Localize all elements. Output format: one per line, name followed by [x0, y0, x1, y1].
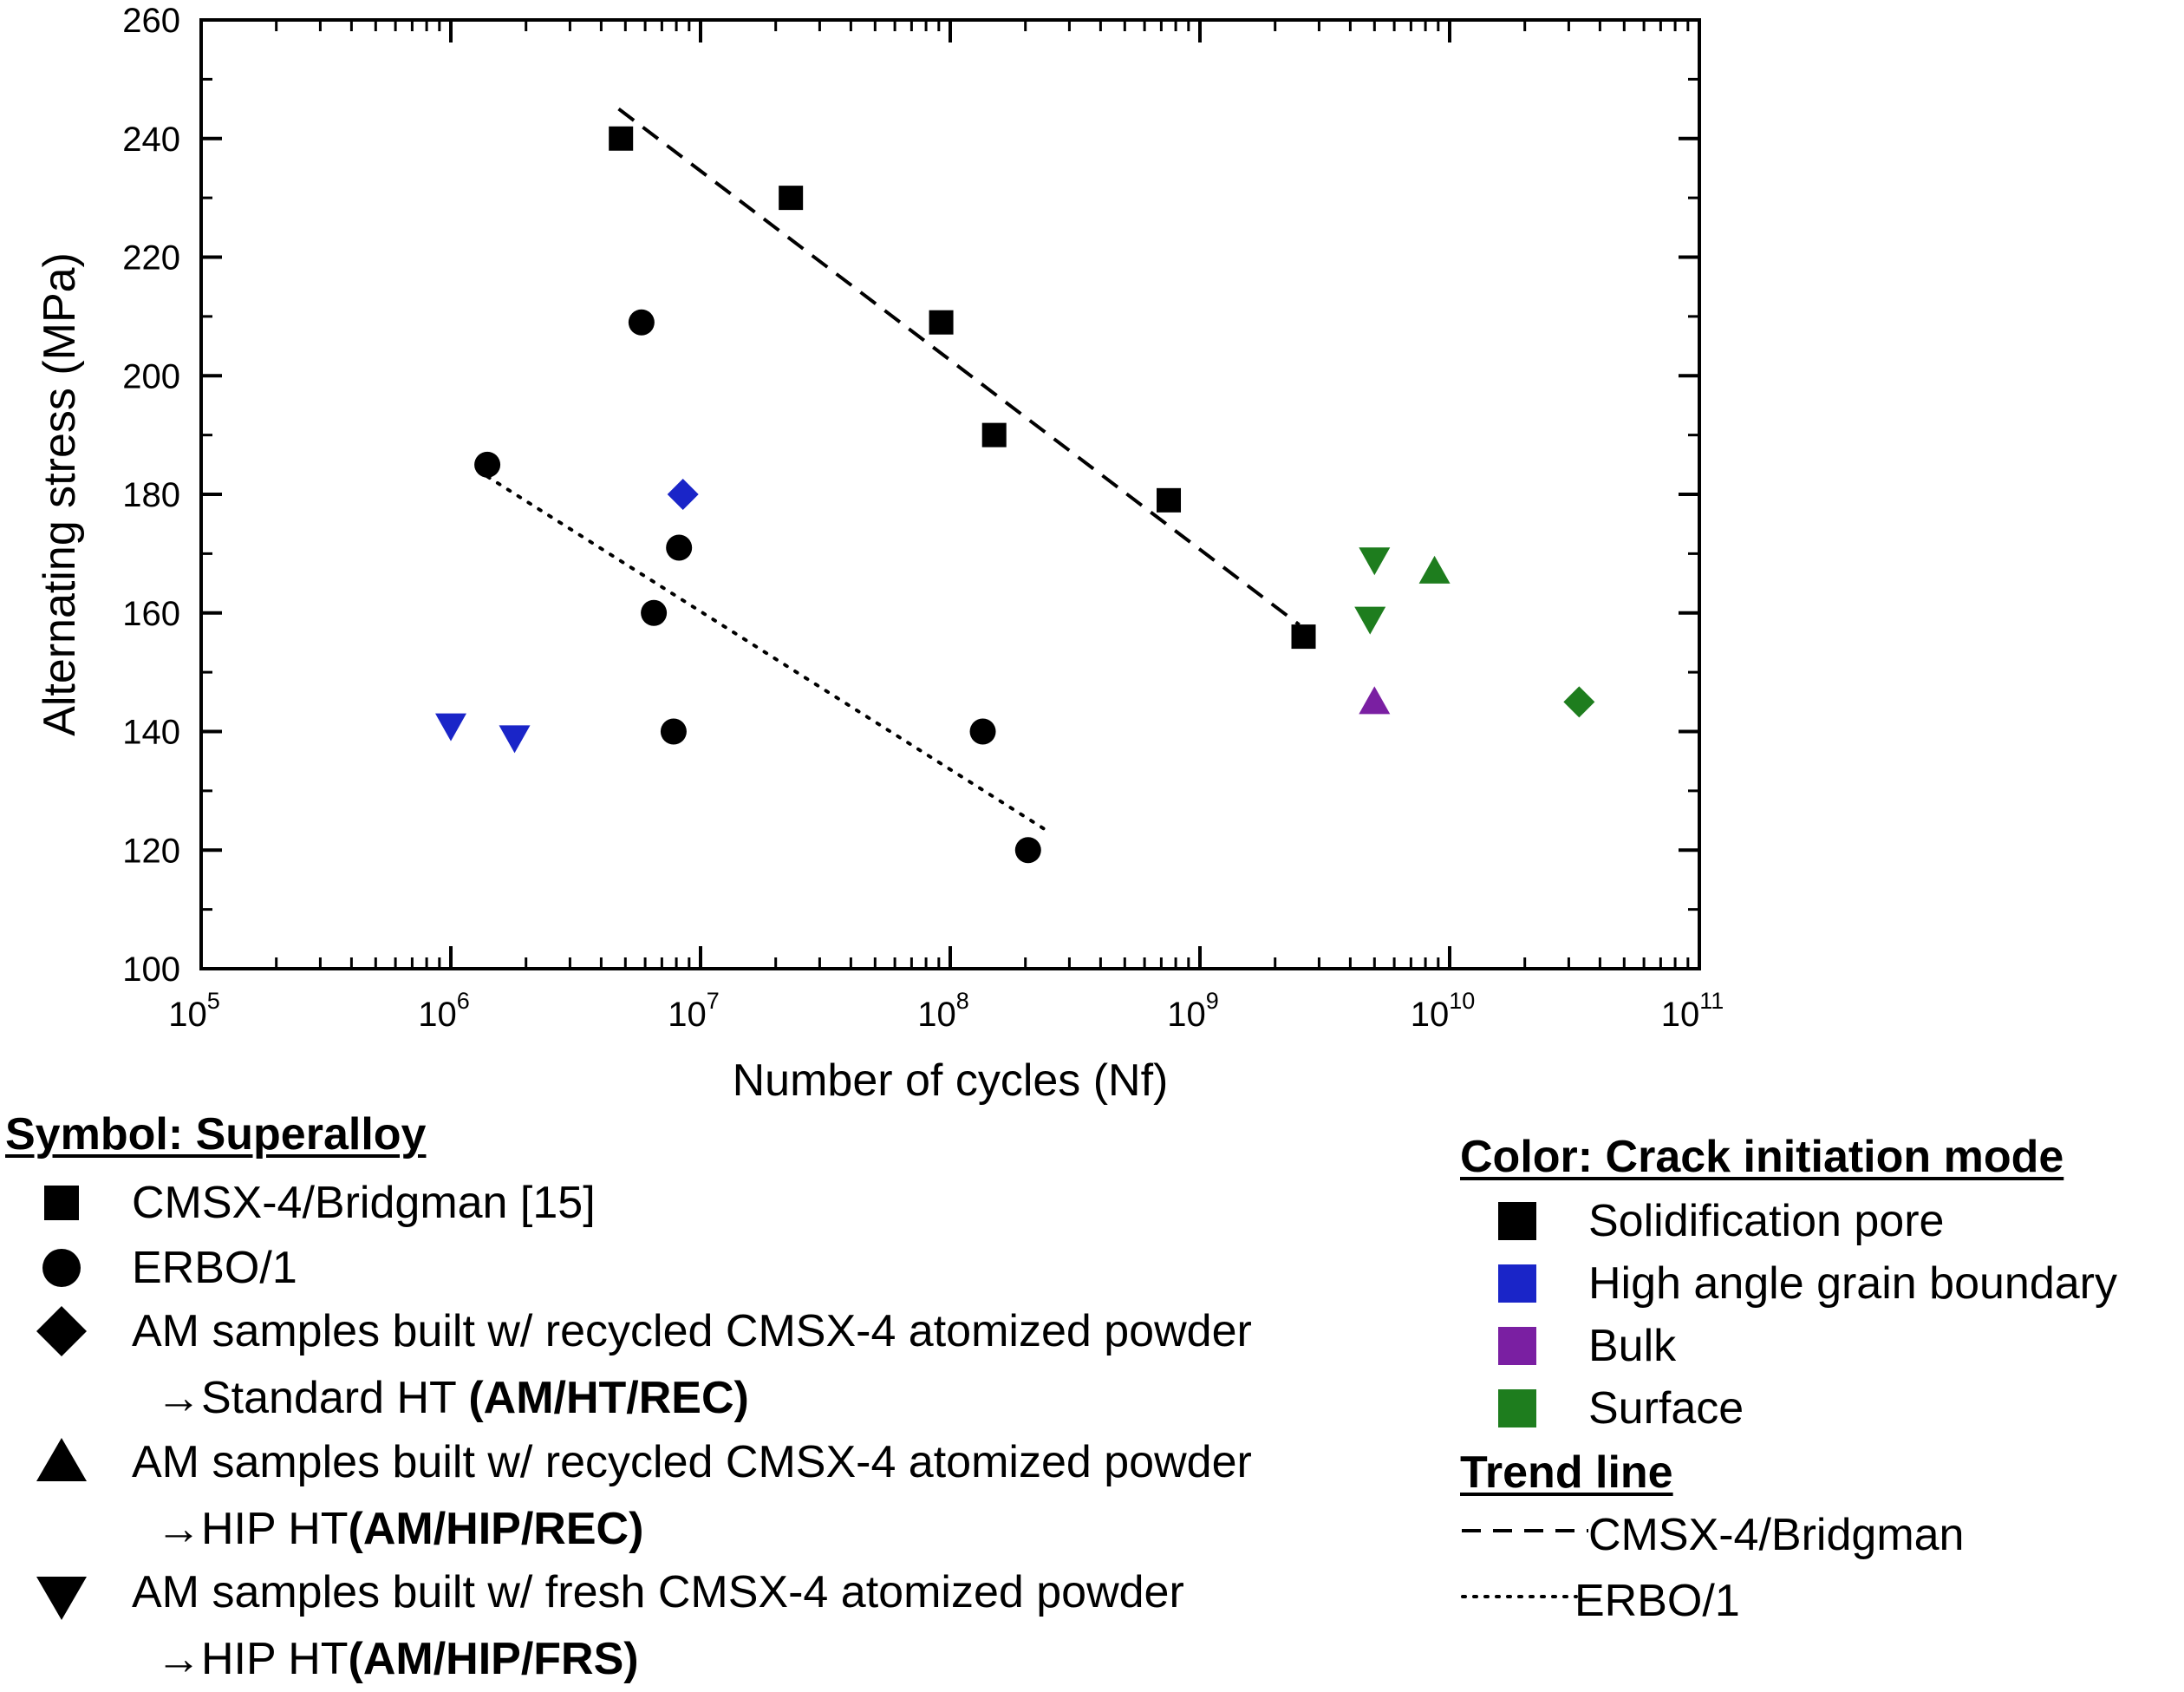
legend-sub-prefix: →HIP HT: [156, 1634, 349, 1684]
legend-item-am-hip-rec-sub: →HIP HT(AM/HIP/REC): [156, 1503, 643, 1555]
y-tick-label: 180: [122, 476, 180, 514]
y-tick-label: 240: [122, 121, 180, 159]
y-tick-label: 160: [122, 595, 180, 633]
triangle-down-icon: [36, 1577, 87, 1620]
circle-icon: [42, 1249, 81, 1287]
data-point-circle: [666, 534, 693, 561]
symbol-legend-heading: Symbol: Superalloy: [5, 1109, 427, 1160]
square-icon: [44, 1186, 79, 1220]
data-point-diamond: [1563, 686, 1595, 718]
legend-item-am-hip-frs: AM samples built w/ fresh CMSX-4 atomize…: [132, 1567, 1184, 1617]
y-tick-label: 100: [122, 951, 180, 989]
data-point-circle: [969, 718, 996, 745]
legend-item-trend-erbo1: ERBO/1: [1574, 1576, 1740, 1626]
x-tick-label: 108: [917, 988, 969, 1034]
x-tick-label: 107: [668, 988, 720, 1034]
data-point-triangle-up: [1418, 555, 1451, 584]
x-axis-title: Number of cycles (Nf): [733, 1055, 1169, 1106]
y-tick-label: 220: [122, 239, 180, 278]
x-tick-label: 1010: [1411, 988, 1476, 1034]
swatch-solidification-pore: [1498, 1202, 1536, 1240]
data-point-circle: [628, 309, 655, 336]
data-point-circle: [660, 718, 687, 745]
data-point-triangle-down: [499, 725, 531, 754]
data-point-square: [1157, 487, 1182, 513]
data-points: [435, 126, 1595, 864]
color-legend-heading: Color: Crack initiation mode: [1460, 1132, 2064, 1182]
trend-line-dotted: [486, 474, 1052, 834]
legend-item-trend-cmsx4: CMSX-4/Bridgman: [1588, 1510, 1965, 1560]
data-point-triangle-down: [1359, 547, 1391, 576]
y-tick-label: 200: [122, 357, 180, 395]
legend-item-high-angle-grain-boundary: High angle grain boundary: [1588, 1258, 2117, 1309]
legend-sub-code: (AM/HIP/FRS): [348, 1634, 639, 1684]
legend-sub-code: (AM/HIP/REC): [348, 1504, 644, 1554]
data-point-square: [929, 310, 954, 335]
data-point-triangle-down: [435, 713, 466, 741]
legend-item-am-hip-frs-sub: →HIP HT(AM/HIP/FRS): [156, 1633, 639, 1685]
trend-legend-heading: Trend line: [1460, 1447, 1673, 1498]
fatigue-scatter-chart: 100 120 140 160 180 200 220 240 260 105 106 107 108 1…: [35, 2, 1724, 1106]
data-point-square: [1291, 624, 1316, 650]
data-point-square: [609, 126, 634, 151]
dotted-line-icon: [1461, 1595, 1578, 1598]
legend-item-cmsx4: CMSX-4/Bridgman [15]: [132, 1178, 596, 1228]
legend-item-am-ht-rec: AM samples built w/ recycled CMSX-4 atom…: [132, 1306, 1252, 1356]
x-tick-label: 105: [168, 988, 220, 1034]
y-tick-label: 120: [122, 832, 180, 870]
data-point-circle: [641, 599, 668, 626]
legend-item-am-ht-rec-sub: →Standard HT (AM/HT/REC): [156, 1372, 749, 1424]
plot-frame: [199, 18, 1701, 970]
legend-item-am-hip-rec: AM samples built w/ recycled CMSX-4 atom…: [132, 1437, 1252, 1487]
y-axis-title: Alternating stress (MPa): [35, 252, 85, 736]
legend-sub-prefix: →Standard HT: [156, 1373, 469, 1423]
legend-item-surface: Surface: [1588, 1383, 1744, 1434]
x-tick-label: 109: [1167, 988, 1219, 1034]
triangle-up-icon: [36, 1438, 87, 1481]
data-point-triangle-down: [1354, 606, 1386, 635]
x-tick-label: 106: [418, 988, 470, 1034]
trend-lines: [486, 107, 1301, 834]
data-point-circle: [1014, 837, 1041, 864]
y-tick-label: 260: [122, 2, 180, 40]
legend-item-erbo1: ERBO/1: [132, 1243, 297, 1293]
y-tick-label: 140: [122, 714, 180, 752]
trend-line-dashed: [617, 107, 1301, 627]
data-point-triangle-up: [1359, 686, 1391, 715]
swatch-bulk: [1498, 1327, 1536, 1365]
diamond-icon: [36, 1306, 87, 1356]
axis-ticks: 100 120 140 160 180 200 220 240 260 105 106 107 108 1…: [122, 2, 1724, 1034]
x-tick-label: 1011: [1661, 988, 1724, 1034]
legend-item-solidification-pore: Solidification pore: [1588, 1196, 1945, 1246]
swatch-surface: [1498, 1389, 1536, 1427]
legend-sub-prefix: →HIP HT: [156, 1504, 349, 1554]
dashed-line-icon: [1462, 1529, 1588, 1532]
legend-sub-code: (AM/HT/REC): [468, 1373, 749, 1423]
data-point-diamond: [667, 479, 699, 510]
data-point-square: [779, 186, 804, 211]
data-point-square: [981, 422, 1007, 447]
data-point-circle: [474, 451, 501, 478]
swatch-high-angle-grain-boundary: [1498, 1264, 1536, 1303]
legend-item-bulk: Bulk: [1588, 1321, 1677, 1371]
